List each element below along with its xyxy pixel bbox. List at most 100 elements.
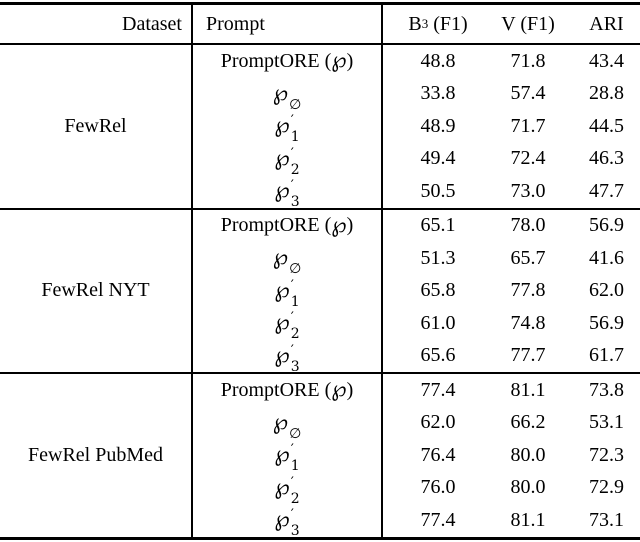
b3-f1-value: 76.4 [420,443,456,466]
script-p-symbol: ℘ [272,409,289,435]
prompt-sub-sup-stack: ′ 2 [291,476,300,506]
prompt-text: ) [346,49,354,72]
prompt-cell: ℘ ′ 3 [193,175,383,209]
v-f1-value: 57.4 [510,82,546,105]
v-f1-value: 81.1 [510,508,546,531]
prompt-sub-sup-stack: ′ 1 [291,114,300,144]
prompt-prime-superscript: ′ [290,277,294,294]
b3-f1-value: 65.1 [420,214,456,237]
prompt-subscript: 1 [290,293,300,310]
v-f1-value: 80.0 [510,443,546,466]
prompt-prime-superscript: ′ [290,342,294,359]
prompt-cell: ℘ ′ 2 [193,471,383,506]
prompt-text: ) [346,378,354,401]
ari-value: 41.6 [589,246,624,269]
col-header-dataset: Dataset [0,5,193,43]
script-p-symbol: ℘ [274,474,290,500]
prompt-text: PromptORE ( [220,49,332,72]
b3-f1-value: 61.0 [420,311,456,334]
col-header-ari-label: ARI [589,12,624,35]
v-f1-value: 77.8 [510,279,546,302]
b3-base: B [408,12,422,35]
prompt-prime-superscript: ′ [290,113,294,130]
b3-f1-value: 62.0 [420,411,456,434]
v-f1-value: 78.0 [510,214,546,237]
script-p-symbol: ℘ [274,178,290,204]
prompt-cell: ℘ ′ 3 [193,339,383,375]
ari-value: 62.0 [589,279,624,302]
prompt-subscript: 2 [290,490,300,507]
prompt-sub-sup-stack: ∅ [289,411,301,441]
prompt-sub-sup-stack: ∅ [289,82,301,112]
prompt-subscript: 1 [290,458,300,475]
prompt-prime-superscript: ′ [290,178,294,195]
prompt-sub-sup-stack: ∅ [289,246,301,276]
col-header-prompt-label: Prompt [206,12,265,35]
ari-value: 56.9 [589,311,624,334]
dataset-group-fewrel: FewRel PromptORE (℘) 48.8 71.8 43.4 ℘ ∅ 33.8 57… [0,45,640,210]
prompt-cell: ℘ ∅ [193,77,383,112]
b3-f1-value: 33.8 [420,82,456,105]
col-header-prompt: Prompt [193,5,383,43]
prompt-subscript: ∅ [289,261,302,278]
prompt-prime-superscript: ′ [290,310,294,327]
ari-value: 46.3 [589,147,624,170]
script-p-symbol: ℘ [274,113,290,139]
ari-value: 47.7 [589,179,624,202]
script-p-symbol: ℘ [272,80,289,106]
prompt-sub-sup-stack: ′ 2 [291,147,300,177]
b3-f1-value: 48.9 [420,114,456,137]
prompt-prime-superscript: ′ [290,507,294,524]
script-p-symbol: ℘ [331,212,347,238]
b3-f1-value: 49.4 [420,147,456,170]
col-header-v-f1-label: V (F1) [501,12,555,35]
script-p-symbol: ℘ [274,310,290,336]
prompt-text: PromptORE ( [220,378,332,401]
dataset-label-cell: FewRel [0,45,193,208]
prompt-cell: PromptORE (℘) [193,45,383,78]
script-p-symbol: ℘ [274,442,290,468]
ari-value: 72.9 [589,476,624,499]
b3-f1-value: 65.8 [420,279,456,302]
v-f1-value: 71.8 [510,49,546,72]
ari-value: 61.7 [589,344,624,367]
prompt-sub-sup-stack: ′ 2 [291,311,300,341]
prompt-prime-superscript: ′ [290,145,294,162]
prompt-cell: ℘ ∅ [193,406,383,441]
b3-f1-value: 77.4 [420,378,456,401]
prompt-cell: ℘ ∅ [193,242,383,276]
v-f1-value: 81.1 [510,378,546,401]
dataset-label: FewRel PubMed [28,443,163,466]
script-p-symbol: ℘ [331,377,347,403]
script-p-symbol: ℘ [331,48,347,74]
script-p-symbol: ℘ [272,245,289,271]
dataset-label-cell: FewRel NYT [0,209,193,372]
prompt-subscript: ∅ [289,425,302,442]
prompt-subscript: 1 [290,129,300,146]
dataset-label: FewRel [64,114,127,137]
ari-value: 56.9 [589,214,624,237]
b3-f1-value: 65.6 [420,344,456,367]
prompt-subscript: 2 [290,161,300,178]
col-header-dataset-label: Dataset [122,12,182,35]
v-f1-value: 72.4 [510,147,546,170]
prompt-sub-sup-stack: ′ 3 [291,179,300,209]
v-f1-value: 66.2 [510,411,546,434]
prompt-cell: ℘ ′ 1 [193,439,383,475]
dataset-label: FewRel NYT [41,279,150,302]
script-p-symbol: ℘ [274,507,290,533]
prompt-cell: ℘ ′ 1 [193,110,383,144]
v-f1-value: 65.7 [510,246,546,269]
script-p-symbol: ℘ [274,145,290,171]
prompt-subscript: 3 [290,358,300,375]
col-header-ari: ARI [563,13,640,36]
b3-f1-value: 51.3 [420,246,456,269]
prompt-prime-superscript: ′ [290,474,294,491]
v-f1-value: 80.0 [510,476,546,499]
ari-value: 73.1 [589,508,624,531]
prompt-cell: ℘ ′ 2 [193,307,383,341]
prompt-text: PromptORE ( [220,214,332,237]
